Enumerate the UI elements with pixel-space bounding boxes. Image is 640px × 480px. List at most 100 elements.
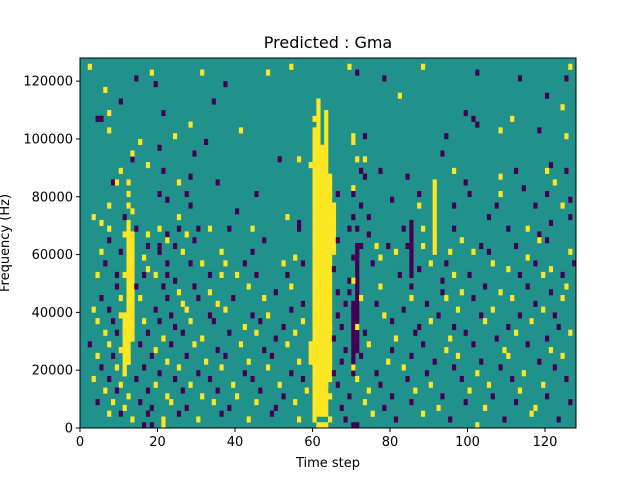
heatmap-cell [273,289,278,296]
heatmap-cell [432,190,437,198]
heatmap-cell [409,225,414,232]
y-tick-label: 120000 [23,75,73,90]
heatmap-cell [328,318,333,325]
heatmap-cell [223,352,228,359]
heatmap-cell [153,271,158,278]
heatmap-cell [320,422,325,429]
heatmap-cell [192,341,197,348]
y-tick-label: 100000 [23,132,73,147]
heatmap-cell [312,352,317,359]
heatmap-cell [514,329,519,336]
heatmap-cell [355,248,360,255]
heatmap-cell [207,289,213,296]
heatmap-cell [227,225,232,232]
heatmap-cell [258,318,263,325]
heatmap-cell [316,295,321,302]
heatmap-cell [440,150,445,157]
heatmap-cell [122,358,127,365]
heatmap-cell [517,312,523,319]
heatmap-cell [324,295,329,302]
heatmap-cell [312,266,317,273]
heatmap-cell [564,375,569,383]
heatmap-cell [545,335,550,342]
heatmap-cell [130,150,135,157]
heatmap-cell [502,416,507,423]
heatmap-cell [475,69,480,76]
heatmap-cell [312,144,317,151]
heatmap-cell [312,167,317,174]
heatmap-cell [184,404,189,411]
heatmap-cell [149,404,154,411]
heatmap-cell [316,260,321,267]
heatmap-cell [324,266,329,273]
heatmap-cell [428,260,433,267]
heatmap-cell [324,404,329,411]
heatmap-cell [130,277,135,284]
heatmap-cell [180,387,185,394]
heatmap-cell [355,277,360,284]
heatmap-cell [510,295,515,302]
heatmap-cell [324,138,329,146]
heatmap-cell [215,300,220,307]
heatmap-cell [312,243,317,250]
heatmap-cell [417,323,422,331]
heatmap-cell [324,271,329,278]
heatmap-cell [324,133,329,140]
heatmap-cell [455,306,461,313]
heatmap-cell [498,127,503,134]
heatmap-cell [238,341,244,348]
heatmap-cell [471,248,476,255]
heatmap-cell [300,260,306,267]
heatmap-cell [351,190,356,198]
heatmap-cell [246,358,251,365]
heatmap-cell [320,352,325,359]
heatmap-cell [552,312,557,319]
heatmap-cell [312,393,317,400]
heatmap-cell [320,312,325,319]
heatmap-cell [324,254,329,261]
heatmap-cell [564,283,569,290]
heatmap-cell [165,196,170,203]
heatmap-cell [409,271,414,278]
heatmap-cell [444,295,449,302]
heatmap-cell [320,208,325,215]
heatmap-cell [91,214,96,221]
heatmap-cell [320,370,325,377]
heatmap-cell [355,69,360,76]
x-tick-label: 60 [304,435,321,450]
heatmap-cell [463,179,468,186]
heatmap-cell [328,335,333,342]
heatmap-cell [362,133,368,140]
heatmap-cell [556,416,561,423]
heatmap-cell [351,341,356,348]
heatmap-cell [355,347,360,354]
heatmap-cell [316,237,321,244]
heatmap-cell [545,167,550,174]
heatmap-cell [289,283,294,290]
heatmap-cell [316,208,321,215]
heatmap-cell [355,271,360,278]
heatmap-cell [572,260,577,267]
heatmap-cell [304,387,309,394]
heatmap-cell [312,399,317,406]
heatmap-cell [157,370,162,377]
heatmap-cell [351,335,356,342]
heatmap-cell [548,162,554,169]
heatmap-cell [362,329,368,336]
heatmap-cell [173,243,178,250]
heatmap-cell [560,202,565,209]
heatmap-cell [355,254,360,261]
heatmap-cell [328,277,333,284]
heatmap-cell [320,306,325,313]
heatmap-cell [366,231,371,238]
heatmap-cell [328,237,333,244]
heatmap-cell [324,208,329,215]
heatmap-cell [99,364,104,371]
heatmap-cell [316,422,321,429]
heatmap-cell [347,277,352,284]
heatmap-cell [324,323,329,331]
heatmap-cell [269,352,275,359]
heatmap-cell [351,254,356,261]
heatmap-cell [378,254,383,261]
heatmap-cell [126,289,131,296]
